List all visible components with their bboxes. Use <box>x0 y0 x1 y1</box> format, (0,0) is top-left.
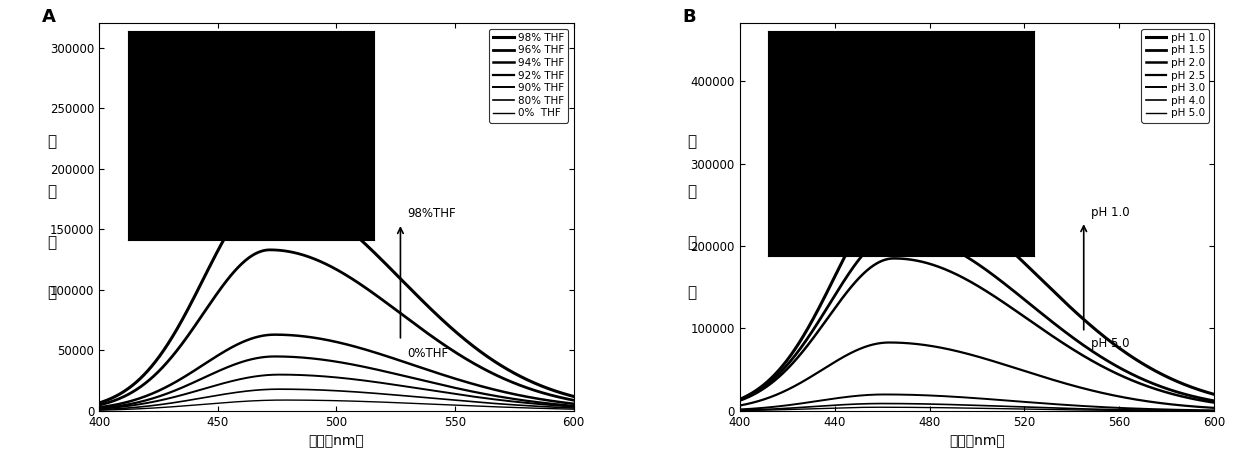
Text: 强: 强 <box>688 235 696 250</box>
Text: A: A <box>42 8 56 26</box>
Text: 发: 发 <box>688 134 696 149</box>
X-axis label: 波长（nm）: 波长（nm） <box>949 434 1005 448</box>
Text: 98%THF: 98%THF <box>408 206 456 219</box>
X-axis label: 波长（nm）: 波长（nm） <box>309 434 364 448</box>
Text: 光: 光 <box>47 184 56 199</box>
Text: 0%THF: 0%THF <box>408 347 449 360</box>
Text: 光: 光 <box>688 184 696 199</box>
Text: 度: 度 <box>47 285 56 300</box>
Text: pH 1.0: pH 1.0 <box>1090 206 1130 219</box>
Text: 强: 强 <box>47 235 56 250</box>
Legend: 98% THF, 96% THF, 94% THF, 92% THF, 90% THF, 80% THF, 0%  THF: 98% THF, 96% THF, 94% THF, 92% THF, 90% … <box>489 28 569 122</box>
Text: 度: 度 <box>688 285 696 300</box>
Text: B: B <box>683 8 696 26</box>
Legend: pH 1.0, pH 1.5, pH 2.0, pH 2.5, pH 3.0, pH 4.0, pH 5.0: pH 1.0, pH 1.5, pH 2.0, pH 2.5, pH 3.0, … <box>1141 28 1209 122</box>
Text: 发: 发 <box>47 134 56 149</box>
Text: pH 5.0: pH 5.0 <box>1090 337 1129 350</box>
